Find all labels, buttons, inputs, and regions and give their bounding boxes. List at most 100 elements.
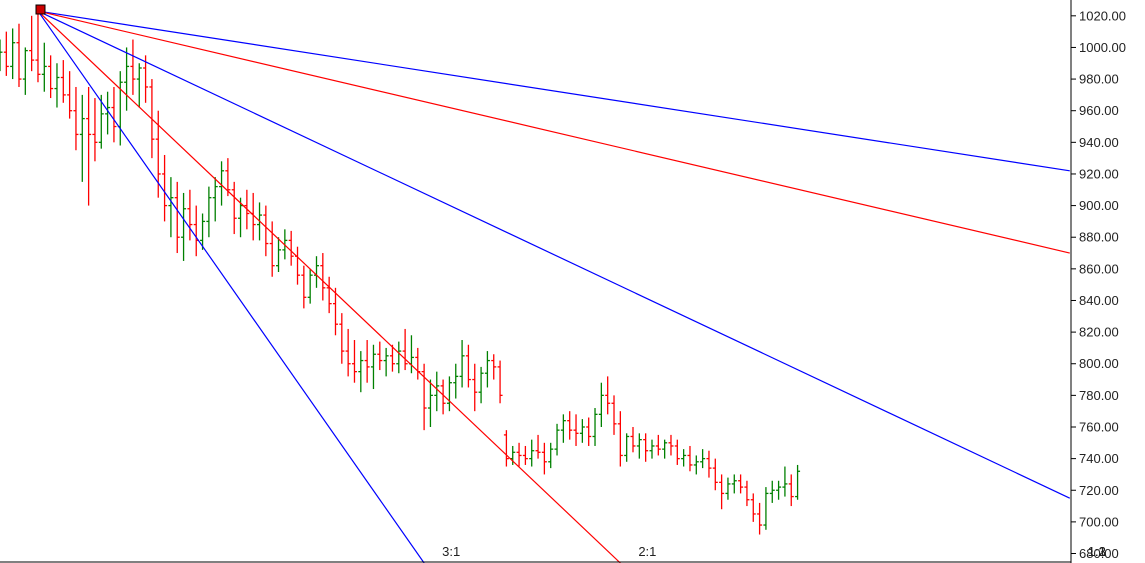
ohlc-bar [662, 439, 668, 459]
y-tick-label: 960.00 [1079, 103, 1119, 118]
fan-anchor-handle[interactable] [35, 4, 46, 15]
ohlc-bar [29, 15, 35, 72]
ohlc-bar [307, 268, 313, 304]
ohlc-bar [98, 94, 104, 149]
y-tick-label: 700.00 [1079, 514, 1119, 529]
ohlc-bar [776, 480, 782, 500]
ohlc-bar [757, 502, 763, 535]
fan-line-1-3[interactable] [37, 10, 1070, 172]
ohlc-bar [60, 60, 66, 103]
gann-fan: 1:31:21:1 2:1 3:1 [37, 10, 1106, 563]
ohlc-bar [497, 360, 503, 404]
fan-line-2-1[interactable] [37, 10, 621, 563]
ohlc-bar [332, 287, 338, 336]
y-tick-label: 740.00 [1079, 451, 1119, 466]
ohlc-bar [693, 455, 699, 475]
ohlc-bar [0, 39, 3, 72]
ohlc-bar [655, 434, 661, 456]
ohlc-bar [434, 371, 440, 412]
fan-line-3-1[interactable] [37, 10, 425, 563]
ohlc-bar [288, 230, 294, 266]
ohlc-bar [67, 71, 73, 119]
ohlc-bar [560, 414, 566, 443]
ohlc-bar [339, 313, 345, 364]
ohlc-bar [763, 487, 769, 530]
ohlc-bar [389, 344, 395, 372]
ohlc-bar [605, 376, 611, 415]
ohlc-bar [465, 344, 471, 388]
ohlc-bar [427, 379, 433, 427]
fan-label-1-3: 1:3 [1088, 544, 1106, 559]
ohlc-bar [782, 466, 788, 497]
ohlc-bar [554, 423, 560, 456]
ohlc-bar [744, 480, 750, 507]
ohlc-bar [48, 55, 54, 99]
ohlc-bar [567, 411, 573, 440]
ohlc-bar [231, 181, 237, 235]
y-tick-label: 760.00 [1079, 419, 1119, 434]
ohlc-bar [314, 256, 319, 288]
y-tick-label: 860.00 [1079, 261, 1119, 276]
ohlc-bar [3, 31, 9, 76]
ohlc-bar [345, 328, 351, 377]
ohlc-bar [364, 340, 370, 383]
ohlc-bar [73, 86, 79, 151]
y-tick-label: 980.00 [1079, 72, 1119, 87]
ohlc-bar [712, 458, 718, 491]
fan-label-2-1: 2:1 [638, 544, 656, 559]
ohlc-bars [0, 7, 801, 535]
ohlc-bar [472, 363, 478, 412]
ohlc-bar [788, 474, 794, 507]
ohlc-bar [263, 205, 269, 257]
fan-label-1-2: 1:2 [1088, 544, 1106, 559]
ohlc-bar [143, 55, 149, 103]
ohlc-bar [383, 347, 389, 377]
ohlc-bar [731, 474, 737, 494]
ohlc-bar [22, 47, 28, 95]
ohlc-bar [598, 382, 604, 427]
y-tick-label: 1020.00 [1079, 8, 1126, 23]
ohlc-bar [187, 189, 193, 241]
ohlc-bar [200, 213, 206, 250]
ohlc-bar [181, 192, 187, 261]
ohlc-bar [377, 341, 383, 371]
y-tick-label: 900.00 [1079, 198, 1119, 213]
ohlc-bar [86, 86, 92, 206]
ohlc-bar [111, 86, 117, 143]
y-tick-label: 780.00 [1079, 388, 1119, 403]
fan-line-1-1[interactable] [37, 10, 1071, 499]
ohlc-bar [706, 450, 712, 478]
ohlc-bar [586, 417, 592, 446]
ohlc-bar [396, 341, 402, 374]
ohlc-bar [370, 344, 376, 390]
ohlc-bar [402, 328, 408, 371]
fan-line-1-2[interactable] [37, 10, 1070, 254]
ohlc-bar [491, 354, 497, 380]
ohlc-bar [503, 430, 509, 467]
ohlc-bar [136, 63, 142, 108]
ohlc-bar [415, 347, 421, 380]
ohlc-bar [206, 186, 212, 238]
ohlc-bar [750, 493, 756, 522]
ohlc-bar [54, 63, 60, 108]
y-tick-label: 1000.00 [1079, 40, 1126, 55]
ohlc-bar [212, 177, 218, 222]
y-tick-label: 720.00 [1079, 483, 1119, 498]
ohlc-bar [225, 158, 231, 197]
ohlc-bar [276, 237, 282, 273]
ohlc-bar [700, 449, 706, 469]
ohlc-bar [446, 376, 452, 412]
ohlc-bar [649, 439, 655, 459]
ohlc-bar [162, 154, 168, 222]
ohlc-bar [738, 474, 744, 494]
ohlc-bar [41, 42, 47, 92]
ohlc-bar [617, 411, 623, 467]
ohlc-bar [440, 379, 446, 415]
ohlc-bar [630, 426, 636, 453]
fan-label-1-1: 1:1 [1088, 544, 1106, 559]
ohlc-bar [10, 28, 16, 80]
ohlc-bar [130, 39, 136, 95]
ohlc-bar [105, 91, 111, 135]
ohlc-bar [592, 408, 598, 446]
